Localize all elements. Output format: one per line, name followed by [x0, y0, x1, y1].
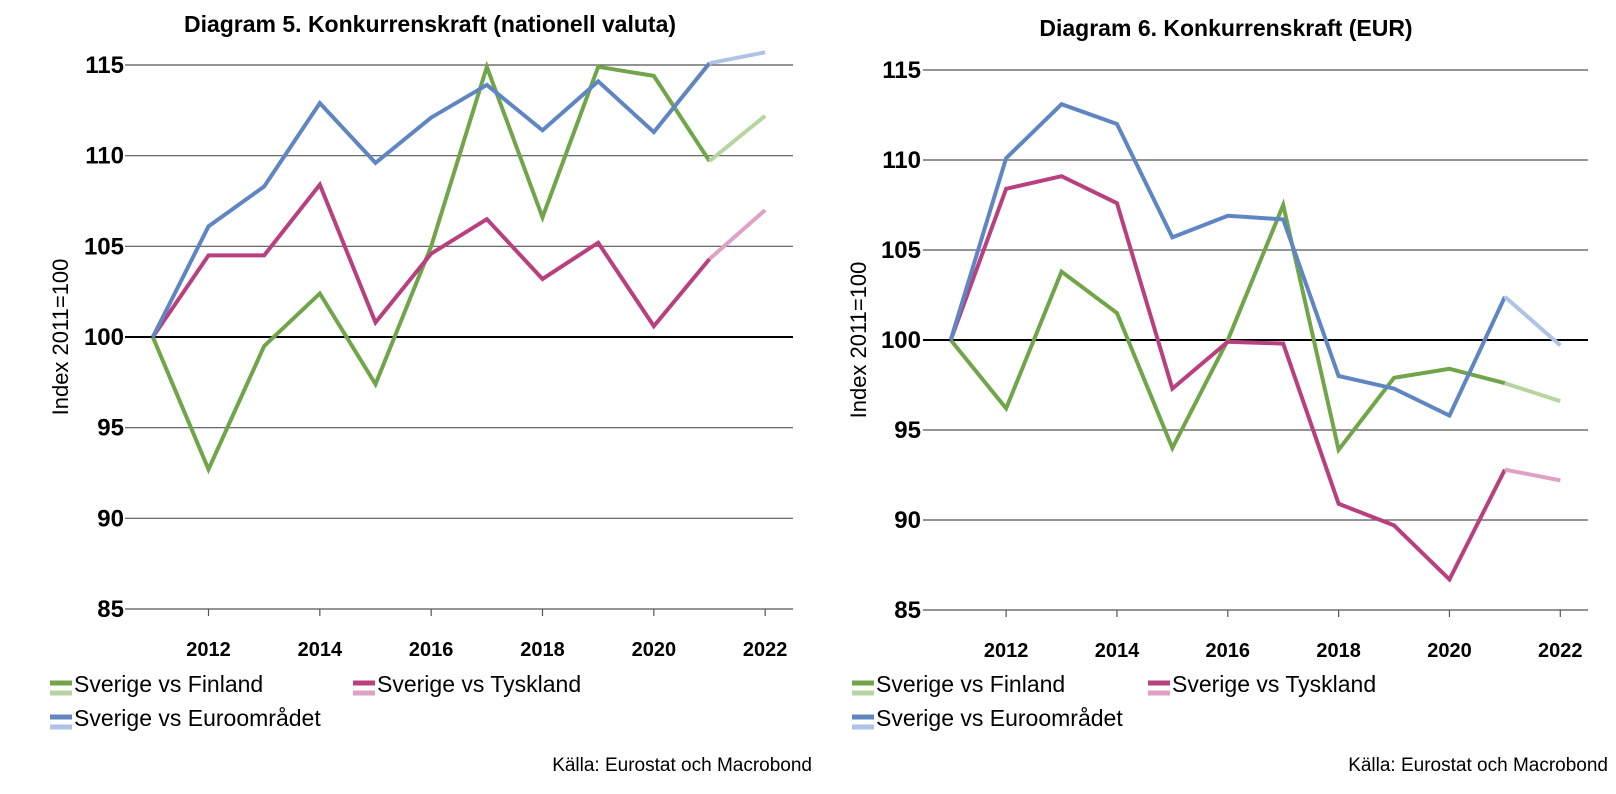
- x-tick-label: 2018: [1316, 640, 1361, 662]
- series-forecast-line-1: [1504, 381, 1561, 404]
- series-line-1: [949, 198, 1506, 455]
- y-tick-label: 115: [85, 52, 124, 79]
- legend-item: Sverige vs Euroområdet: [50, 705, 321, 731]
- legend-label: Sverige vs Euroområdet: [74, 705, 321, 731]
- legend-label: Sverige vs Finland: [74, 671, 263, 697]
- chart-2: Diagram 6. Konkurrenskraft (EUR) 85 90 95 10…: [846, 15, 1608, 776]
- y-tick-label: 90: [97, 505, 124, 532]
- x-tick-label: 2012: [186, 639, 231, 661]
- y-tick-label: 100: [881, 327, 921, 354]
- chart-1: Diagram 5. Konkurrenskraft (nationell va…: [48, 11, 812, 776]
- legend-item: Sverige vs Euroområdet: [852, 705, 1123, 731]
- x-tick-label: 2020: [1427, 640, 1472, 662]
- series-forecast-line-1: [708, 114, 767, 163]
- x-tick-label: 2020: [632, 639, 677, 661]
- legend-label: Sverige vs Tyskland: [1172, 671, 1376, 697]
- y-axis-label: Index 2011=100: [846, 262, 871, 419]
- x-tick-label: 2022: [1538, 640, 1583, 662]
- legend-item: Sverige vs Finland: [852, 671, 1065, 697]
- y-tick-label: 95: [97, 415, 124, 442]
- x-tick-label: 2012: [984, 640, 1029, 662]
- x-tick-label: 2016: [1206, 640, 1251, 662]
- x-tick-label: 2022: [743, 639, 788, 661]
- series-line-2: [151, 180, 712, 339]
- chart-title: Diagram 5. Konkurrenskraft (nationell va…: [184, 11, 676, 37]
- y-tick-label: 95: [894, 417, 921, 444]
- series-line-3: [151, 61, 712, 338]
- series-line-3: [948, 101, 1507, 419]
- legend-label: Sverige vs Finland: [876, 671, 1065, 697]
- y-tick-label: 110: [882, 147, 921, 174]
- y-axis-label: Index 2011=100: [48, 259, 73, 416]
- y-tick-label: 105: [881, 237, 921, 264]
- source-note: Källa: Eurostat och Macrobond: [1348, 755, 1608, 776]
- y-tick-label: 105: [84, 233, 124, 260]
- x-tick-label: 2018: [520, 639, 565, 661]
- x-tick-label: 2014: [1095, 640, 1140, 662]
- legend-item: Sverige vs Finland: [50, 671, 263, 697]
- legend-item: Sverige vs Tyskland: [1148, 671, 1376, 697]
- source-note: Källa: Eurostat och Macrobond: [552, 755, 812, 776]
- y-tick-label: 85: [97, 596, 124, 623]
- series-line-1: [150, 60, 712, 475]
- y-tick-label: 115: [882, 57, 921, 84]
- chart-title: Diagram 6. Konkurrenskraft (EUR): [1039, 15, 1412, 41]
- series-forecast-line-3: [709, 50, 766, 66]
- series-forecast-line-2: [1504, 467, 1561, 483]
- legend-item: Sverige vs Tyskland: [353, 671, 581, 697]
- series-forecast-line-2: [708, 208, 767, 261]
- y-tick-label: 100: [84, 324, 124, 351]
- legend-label: Sverige vs Tyskland: [377, 671, 581, 697]
- y-tick-label: 85: [894, 597, 921, 624]
- legend-label: Sverige vs Euroområdet: [876, 705, 1123, 731]
- y-tick-label: 90: [894, 507, 921, 534]
- y-tick-label: 110: [85, 143, 124, 170]
- x-tick-label: 2014: [298, 639, 343, 661]
- x-tick-label: 2016: [409, 639, 454, 661]
- series-line-2: [948, 174, 1507, 583]
- series-forecast-line-3: [1503, 295, 1562, 347]
